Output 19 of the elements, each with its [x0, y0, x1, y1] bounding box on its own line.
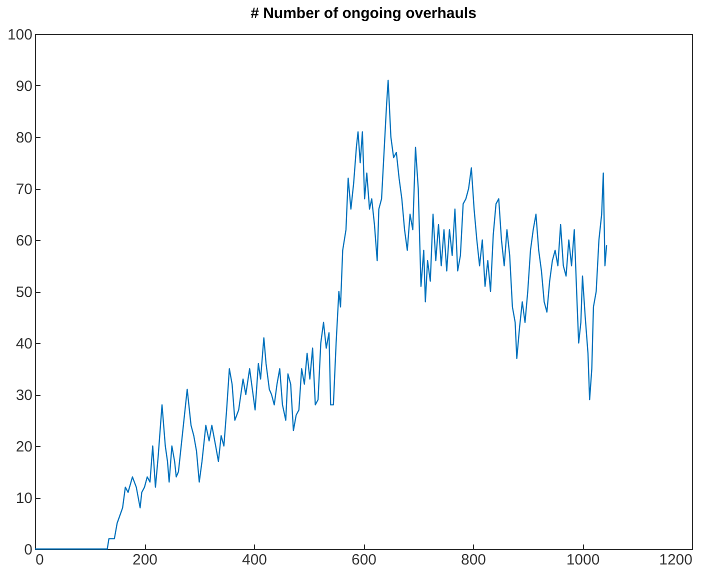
x-tick-label: 600	[351, 552, 377, 568]
y-tick-label: 80	[16, 130, 32, 146]
x-tick-label: 0	[36, 552, 44, 568]
y-tick-label: 40	[16, 336, 32, 352]
y-tick-label: 70	[16, 181, 32, 198]
y-tick-label: 60	[16, 232, 32, 250]
chart-title: # Number of ongoing overhauls	[250, 5, 476, 22]
y-tick-label: 30	[16, 387, 32, 404]
y-tick-label: 90	[16, 78, 32, 95]
y-tick-label: 10	[16, 490, 32, 507]
y-tick-label: 50	[16, 284, 32, 301]
x-tick-label: 400	[242, 552, 268, 568]
y-tick-label: 100	[7, 26, 32, 44]
x-tick-label: 200	[132, 552, 158, 568]
line-series	[34, 80, 608, 550]
x-tick-label: 1000	[566, 552, 600, 568]
y-tick-label: 20	[16, 438, 32, 456]
x-tick-label: 800	[460, 552, 486, 568]
x-tick-label: 1200	[659, 552, 692, 568]
